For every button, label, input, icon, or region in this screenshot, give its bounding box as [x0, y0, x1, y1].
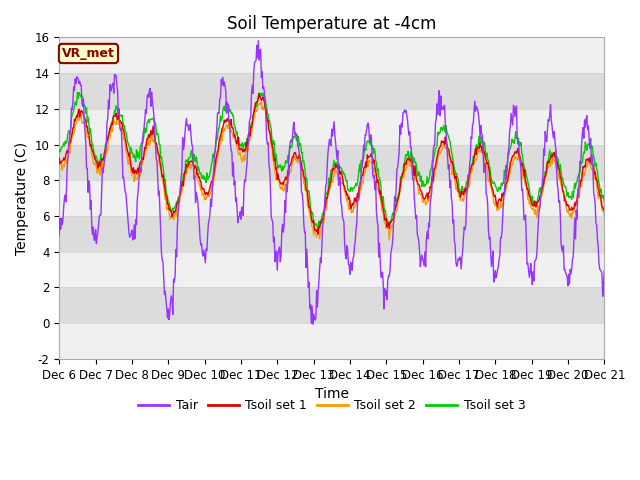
X-axis label: Time: Time — [315, 387, 349, 401]
Title: Soil Temperature at -4cm: Soil Temperature at -4cm — [227, 15, 436, 33]
Bar — [60, 37, 604, 73]
Bar — [60, 288, 604, 323]
Y-axis label: Temperature (C): Temperature (C) — [15, 142, 29, 255]
Bar — [60, 216, 604, 252]
Bar — [60, 109, 604, 144]
Bar — [60, 144, 604, 180]
Bar — [60, 323, 604, 359]
Text: VR_met: VR_met — [62, 47, 115, 60]
Bar — [60, 73, 604, 109]
Bar — [60, 252, 604, 288]
Bar — [60, 180, 604, 216]
Legend: Tair, Tsoil set 1, Tsoil set 2, Tsoil set 3: Tair, Tsoil set 1, Tsoil set 2, Tsoil se… — [133, 394, 531, 417]
